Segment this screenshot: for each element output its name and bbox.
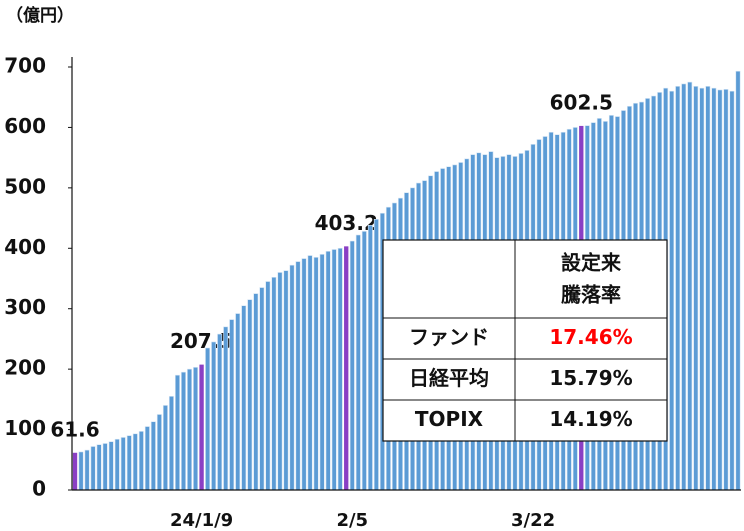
- bar: [373, 218, 379, 491]
- bar: [331, 249, 337, 491]
- bar: [711, 87, 717, 491]
- bar: [337, 247, 343, 491]
- bar: [193, 367, 199, 491]
- bar: [138, 431, 144, 491]
- bar: [301, 258, 307, 491]
- table-value: 14.19%: [549, 407, 632, 431]
- table-row-label: ファンド: [409, 325, 489, 349]
- value-label: 207.5: [170, 329, 233, 353]
- table-header: 設定来: [561, 251, 622, 275]
- y-tick-label: 0: [32, 477, 46, 501]
- bar: [90, 446, 96, 491]
- bar: [349, 240, 355, 491]
- bar: [150, 421, 156, 491]
- bar: [271, 276, 277, 491]
- y-tick-label: 500: [4, 174, 46, 198]
- bar: [78, 451, 84, 491]
- y-axis-label: （億円）: [6, 5, 74, 26]
- bar: [669, 90, 675, 491]
- bar: [235, 313, 241, 491]
- y-tick-label: 600: [4, 114, 46, 138]
- bar: [241, 305, 247, 491]
- bar: [72, 452, 78, 490]
- bar: [289, 264, 295, 491]
- bar: [253, 293, 259, 491]
- bar: [295, 261, 301, 491]
- bar: [168, 396, 174, 491]
- bar: [693, 86, 699, 491]
- bar: [84, 449, 90, 491]
- bar: [108, 441, 114, 491]
- bar: [247, 299, 253, 491]
- x-tick-label: 3/22: [511, 510, 555, 531]
- x-tick-label: 24/1/9: [170, 510, 233, 531]
- table-header: 騰落率: [561, 283, 621, 307]
- y-tick-label: 700: [4, 54, 46, 78]
- value-label: 61.6: [50, 417, 99, 441]
- value-label: 403.2: [315, 211, 378, 235]
- bar: [723, 89, 729, 491]
- table-value: 15.79%: [549, 366, 632, 390]
- y-tick-label: 300: [4, 295, 46, 319]
- value-label: 602.5: [550, 90, 613, 114]
- bar: [223, 326, 229, 491]
- bar: [102, 443, 108, 491]
- x-tick-label: 2/5: [336, 510, 368, 531]
- bar: [313, 257, 319, 491]
- bar: [217, 333, 223, 491]
- bar: [211, 341, 217, 491]
- bar: [205, 347, 211, 491]
- bar: [120, 437, 126, 491]
- bar: [96, 444, 102, 491]
- bar: [717, 89, 723, 491]
- bar: [687, 81, 693, 491]
- table-bg: [382, 239, 668, 442]
- y-tick-label: 400: [4, 235, 46, 259]
- table-row-label: TOPIX: [415, 407, 484, 431]
- bar: [344, 246, 349, 490]
- bar: [705, 86, 711, 491]
- y-tick-label: 200: [4, 356, 46, 380]
- bar: [181, 371, 186, 491]
- bar: [319, 254, 325, 491]
- bar: [187, 368, 192, 491]
- bar: [114, 438, 120, 491]
- bar: [132, 433, 138, 491]
- bar: [162, 405, 168, 491]
- bar: [735, 70, 741, 491]
- bar: [361, 231, 367, 491]
- bar: [325, 251, 331, 491]
- bar: [675, 86, 681, 491]
- bar: [367, 225, 373, 491]
- bar: [156, 414, 162, 491]
- table-row-label: 日経平均: [409, 366, 489, 390]
- bar: [126, 435, 132, 491]
- bar: [681, 83, 687, 491]
- bar: [259, 287, 265, 491]
- table-value: 17.46%: [549, 325, 632, 349]
- bar: [307, 255, 313, 491]
- bar: [699, 87, 705, 491]
- bar: [355, 234, 361, 491]
- y-tick-label: 100: [4, 416, 46, 440]
- bar: [265, 281, 271, 491]
- bar: [729, 90, 735, 491]
- bar: [175, 374, 180, 491]
- bar: [277, 272, 283, 491]
- bar: [144, 426, 150, 491]
- bar: [229, 319, 235, 491]
- bar: [283, 270, 289, 491]
- bar: [199, 364, 204, 490]
